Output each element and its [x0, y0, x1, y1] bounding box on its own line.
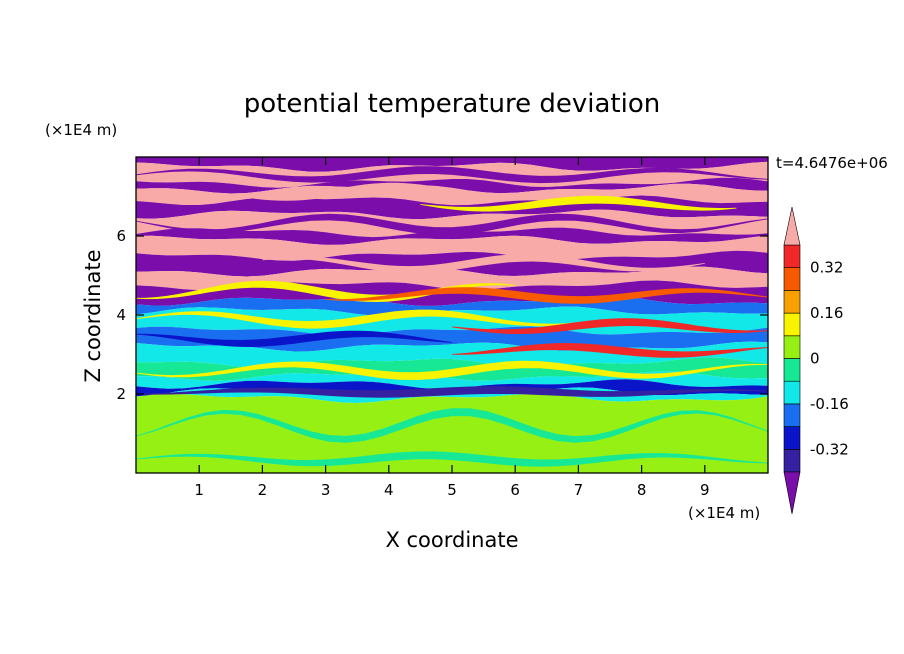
contour-filament [262, 254, 705, 273]
x-axis-label: X coordinate [385, 528, 518, 552]
colorbar-tick-label: 0.32 [810, 259, 843, 277]
contour-filament [136, 360, 768, 380]
contour-band [136, 177, 768, 194]
y-unit-label: (×1E4 m) [45, 121, 117, 139]
x-tick-label: 4 [384, 481, 394, 499]
contour-filament [452, 343, 768, 358]
colorbar-segment [783, 380, 801, 405]
colorbar-segment [783, 403, 801, 427]
colorbar-tick-label: 0.16 [810, 304, 843, 322]
x-unit-label: (×1E4 m) [688, 504, 760, 522]
x-tick-label: 3 [321, 481, 331, 499]
contour-filament [136, 386, 768, 398]
contour-band [136, 235, 768, 261]
y-axis: 2 4 6 [116, 227, 768, 403]
x-tick-label: 6 [510, 481, 520, 499]
contour-band [136, 326, 768, 352]
y-tick-label: 2 [116, 385, 126, 403]
x-tick-label: 2 [258, 481, 268, 499]
chart-title: potential temperature deviation [244, 89, 660, 119]
x-tick-label: 1 [194, 481, 204, 499]
x-tick-label: 9 [700, 481, 710, 499]
contour-band [136, 227, 768, 245]
y-tick-label: 6 [116, 227, 126, 245]
colorbar-tick-label: 0 [810, 350, 820, 368]
colorbar-segment [783, 448, 801, 473]
colorbar-tick-label: -0.16 [810, 395, 849, 413]
x-tick-label: 7 [574, 481, 584, 499]
contour-filament [325, 287, 768, 304]
x-tick-label: 5 [447, 481, 457, 499]
colorbar-segment [783, 312, 801, 337]
contour-filament [230, 182, 516, 201]
contour-filament [136, 451, 768, 467]
contour-field [136, 157, 768, 473]
contour-band [136, 209, 768, 238]
contour-filament [136, 213, 768, 236]
x-axis: 1 2 3 4 5 6 7 8 9 [194, 157, 710, 499]
contour-band [136, 371, 768, 389]
contour-band [136, 379, 768, 397]
colorbar-segment [783, 267, 801, 291]
colorbar-extend-high [783, 206, 801, 246]
colorbar-segment [783, 358, 801, 382]
contour-band [136, 266, 768, 291]
contour-filament [136, 408, 768, 443]
contour-filament [136, 166, 768, 184]
colorbar: 0.32 0.16 0 -0.16 -0.32 [783, 206, 849, 515]
y-axis-label: Z coordinate [81, 249, 105, 382]
contour-filament [136, 330, 452, 347]
colorbar-segment [783, 335, 801, 359]
contour-filament [452, 318, 768, 334]
colorbar-tick-label: -0.32 [810, 440, 849, 458]
contour-band [136, 393, 768, 473]
colorbar-segment [783, 244, 801, 269]
colorbar-segment [783, 290, 801, 314]
contour-filament [136, 280, 516, 302]
contour-filament [420, 195, 737, 212]
x-tick-label: 8 [637, 481, 647, 499]
colorbar-extend-low [783, 471, 801, 515]
contour-filament [136, 309, 579, 329]
time-label: t=4.6476e+06 [776, 154, 888, 172]
y-tick-label: 4 [116, 306, 126, 324]
colorbar-segment [783, 426, 801, 450]
contour-band [136, 306, 768, 336]
